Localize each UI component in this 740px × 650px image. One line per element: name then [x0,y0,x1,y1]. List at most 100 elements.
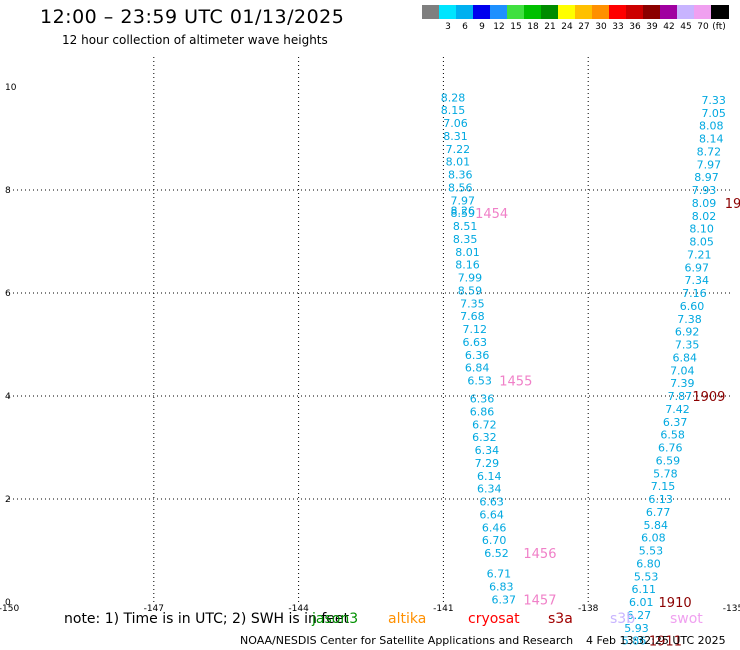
x-tick-label: -138 [578,604,599,614]
data-point-label: 5.53 [634,570,659,583]
data-point-label: 6.53 [467,375,492,388]
data-point-label: 8.56 [448,181,473,194]
colorbar-unit: (ft) [712,22,726,32]
y-tick-label: 2 [5,495,11,505]
data-point-label: 6.83 [489,581,514,594]
data-point-label: 8.35 [453,233,478,246]
data-point-label: 6.36 [470,393,495,406]
colorbar-label: 42 [663,22,675,32]
colorbar-swatch [694,5,712,19]
data-point-label: 6.58 [660,429,685,442]
colorbar-swatch [626,5,644,19]
colorbar-label: 18 [527,22,539,32]
data-point-label: 8.02 [692,210,717,223]
data-point-label: 8.01 [446,156,471,169]
data-point-label: 8.14 [699,133,724,146]
pass-time-label: 1457 [523,593,556,608]
colorbar-swatch [439,5,457,19]
y-tick-label: 8 [5,186,11,196]
data-point-label: 6.32 [472,431,497,444]
mission-label-jason3: jason3 [312,611,359,627]
colorbar-label: 70 [697,22,709,32]
data-point-label: 7.34 [685,274,710,287]
data-point-label: 8.09 [692,197,717,210]
data-point-label: 7.42 [665,403,690,416]
colorbar-swatch [592,5,610,19]
y-tick-label: 0 [5,598,11,608]
data-point-label: 8.16 [455,259,480,272]
data-point-label: 6.84 [465,362,490,375]
data-point-label: 7.87 [668,390,693,403]
colorbar-swatch [643,5,661,19]
data-point-label: 8.31 [443,130,468,143]
data-point-label: 8.08 [699,120,724,133]
colorbar-label: 15 [510,22,522,32]
data-point-label: 6.08 [641,532,666,545]
data-point-label: 6.64 [479,508,504,521]
data-point-label: 8.15 [441,104,466,117]
pass-time-label: 1909 [692,390,725,405]
data-point-label: 8.59 [450,207,475,220]
colorbar-swatch [524,5,542,19]
colorbar-swatch [422,5,440,19]
data-point-label: 6.71 [487,568,512,581]
data-point-label: 7.29 [475,457,500,470]
data-point-label: 7.35 [460,297,485,310]
data-point-label: 6.77 [646,506,671,519]
colorbar-swatch [507,5,525,19]
pass-time-label: 19 [725,197,740,212]
mission-label-s3b: s3b [610,611,636,627]
data-point-label: 7.21 [687,248,712,261]
data-point-label: 6.70 [482,534,507,547]
x-tick-label: -144 [288,604,309,614]
colorbar-swatch [575,5,593,19]
data-point-label: 5.84 [644,519,669,532]
data-point-label: 6.86 [470,405,495,418]
colorbar-swatch [609,5,627,19]
colorbar-label: 9 [479,22,485,32]
colorbar-label: 36 [629,22,641,32]
x-tick-label: -135 [723,604,740,614]
data-point-label: 8.97 [694,171,719,184]
data-point-label: 7.97 [697,158,722,171]
footer-date: 4 Feb 13:32:25 UTC 2025 [586,634,726,647]
colorbar-label: 27 [578,22,590,32]
colorbar-label: 30 [595,22,607,32]
colorbar-label: 3 [445,22,451,32]
data-point-label: 8.10 [689,223,714,236]
data-point-label: 7.38 [677,313,702,326]
data-point-label: 7.33 [701,94,726,107]
data-point-label: 8.59 [458,284,483,297]
data-point-label: 8.72 [697,145,722,158]
colorbar-swatch [660,5,678,19]
y-tick-label: 10 [5,83,17,93]
pass-time-label: 1456 [523,547,556,562]
pass-time-label: 1455 [499,375,532,390]
data-point-label: 7.15 [651,480,676,493]
data-point-label: 7.05 [701,107,726,120]
data-point-label: 7.22 [446,143,471,156]
colorbar-label: 6 [462,22,468,32]
data-point-label: 6.14 [477,470,502,483]
mission-label-cryosat: cryosat [468,611,520,627]
data-point-label: 5.78 [653,467,678,480]
colorbar-swatch [490,5,508,19]
data-point-label: 6.37 [491,593,516,606]
colorbar-label: 39 [646,22,658,32]
footer-credit: NOAA/NESDIS Center for Satellite Applica… [240,634,574,647]
colorbar-label: 33 [612,22,624,32]
data-point-label: 6.52 [484,547,509,560]
data-point-label: 7.99 [458,272,483,285]
colorbar-swatch [558,5,576,19]
data-point-label: 7.68 [460,310,485,323]
data-point-label: 6.46 [482,521,507,534]
data-point-label: 5.53 [639,545,664,558]
colorbar-label: 45 [680,22,692,32]
pass-time-label: 1910 [659,596,692,611]
data-point-label: 6.37 [663,416,688,429]
data-point-label: 6.72 [472,418,497,431]
data-point-label: 6.36 [465,349,490,362]
data-point-label: 7.06 [443,117,468,130]
data-point-label: 7.16 [682,287,707,300]
